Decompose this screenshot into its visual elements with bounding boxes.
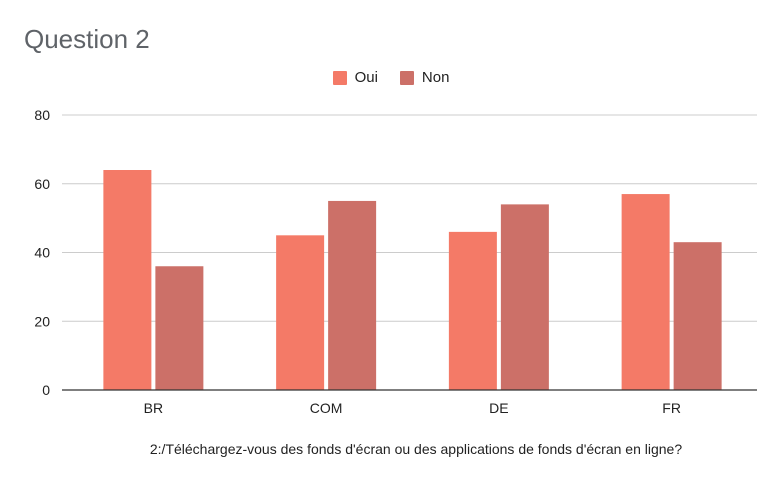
- bar-com-series-2: [328, 200, 377, 390]
- y-tick-label: 20: [34, 313, 50, 329]
- x-tick-labels: BR COM DE FR: [144, 400, 681, 416]
- bar-de-series-2: [500, 204, 549, 390]
- y-tick-label: 40: [34, 245, 50, 261]
- y-tick-label: 60: [34, 176, 50, 192]
- x-tick-label-fr: FR: [662, 400, 681, 416]
- x-tick-label-de: DE: [489, 400, 508, 416]
- chart-title: Question 2: [24, 24, 150, 54]
- y-tick-labels: 0 20 40 60 80: [34, 107, 50, 398]
- bar-fr-series-2: [673, 242, 722, 390]
- x-tick-label-com: COM: [310, 400, 343, 416]
- x-tick-label-br: BR: [144, 400, 163, 416]
- bar-br-series-1: [103, 170, 152, 390]
- legend-label-series-1: Oui: [354, 69, 378, 86]
- legend: Oui Non: [0, 69, 782, 86]
- bars: [103, 170, 722, 390]
- y-tick-label: 80: [34, 107, 50, 123]
- bar-de-series-1: [448, 231, 497, 390]
- legend-swatch-series-1: [332, 70, 347, 85]
- x-axis-label: 2:/Téléchargez-vous des fonds d'écran ou…: [149, 441, 683, 457]
- legend-item-series-2: Non: [399, 69, 450, 86]
- bar-br-series-2: [155, 266, 204, 390]
- legend-swatch-series-2: [399, 70, 414, 85]
- legend-label-series-2: Non: [421, 69, 450, 86]
- y-tick-label: 0: [42, 382, 50, 398]
- bar-fr-series-1: [621, 194, 670, 390]
- bar-com-series-1: [276, 235, 325, 390]
- legend-item-series-1: Oui: [332, 69, 378, 86]
